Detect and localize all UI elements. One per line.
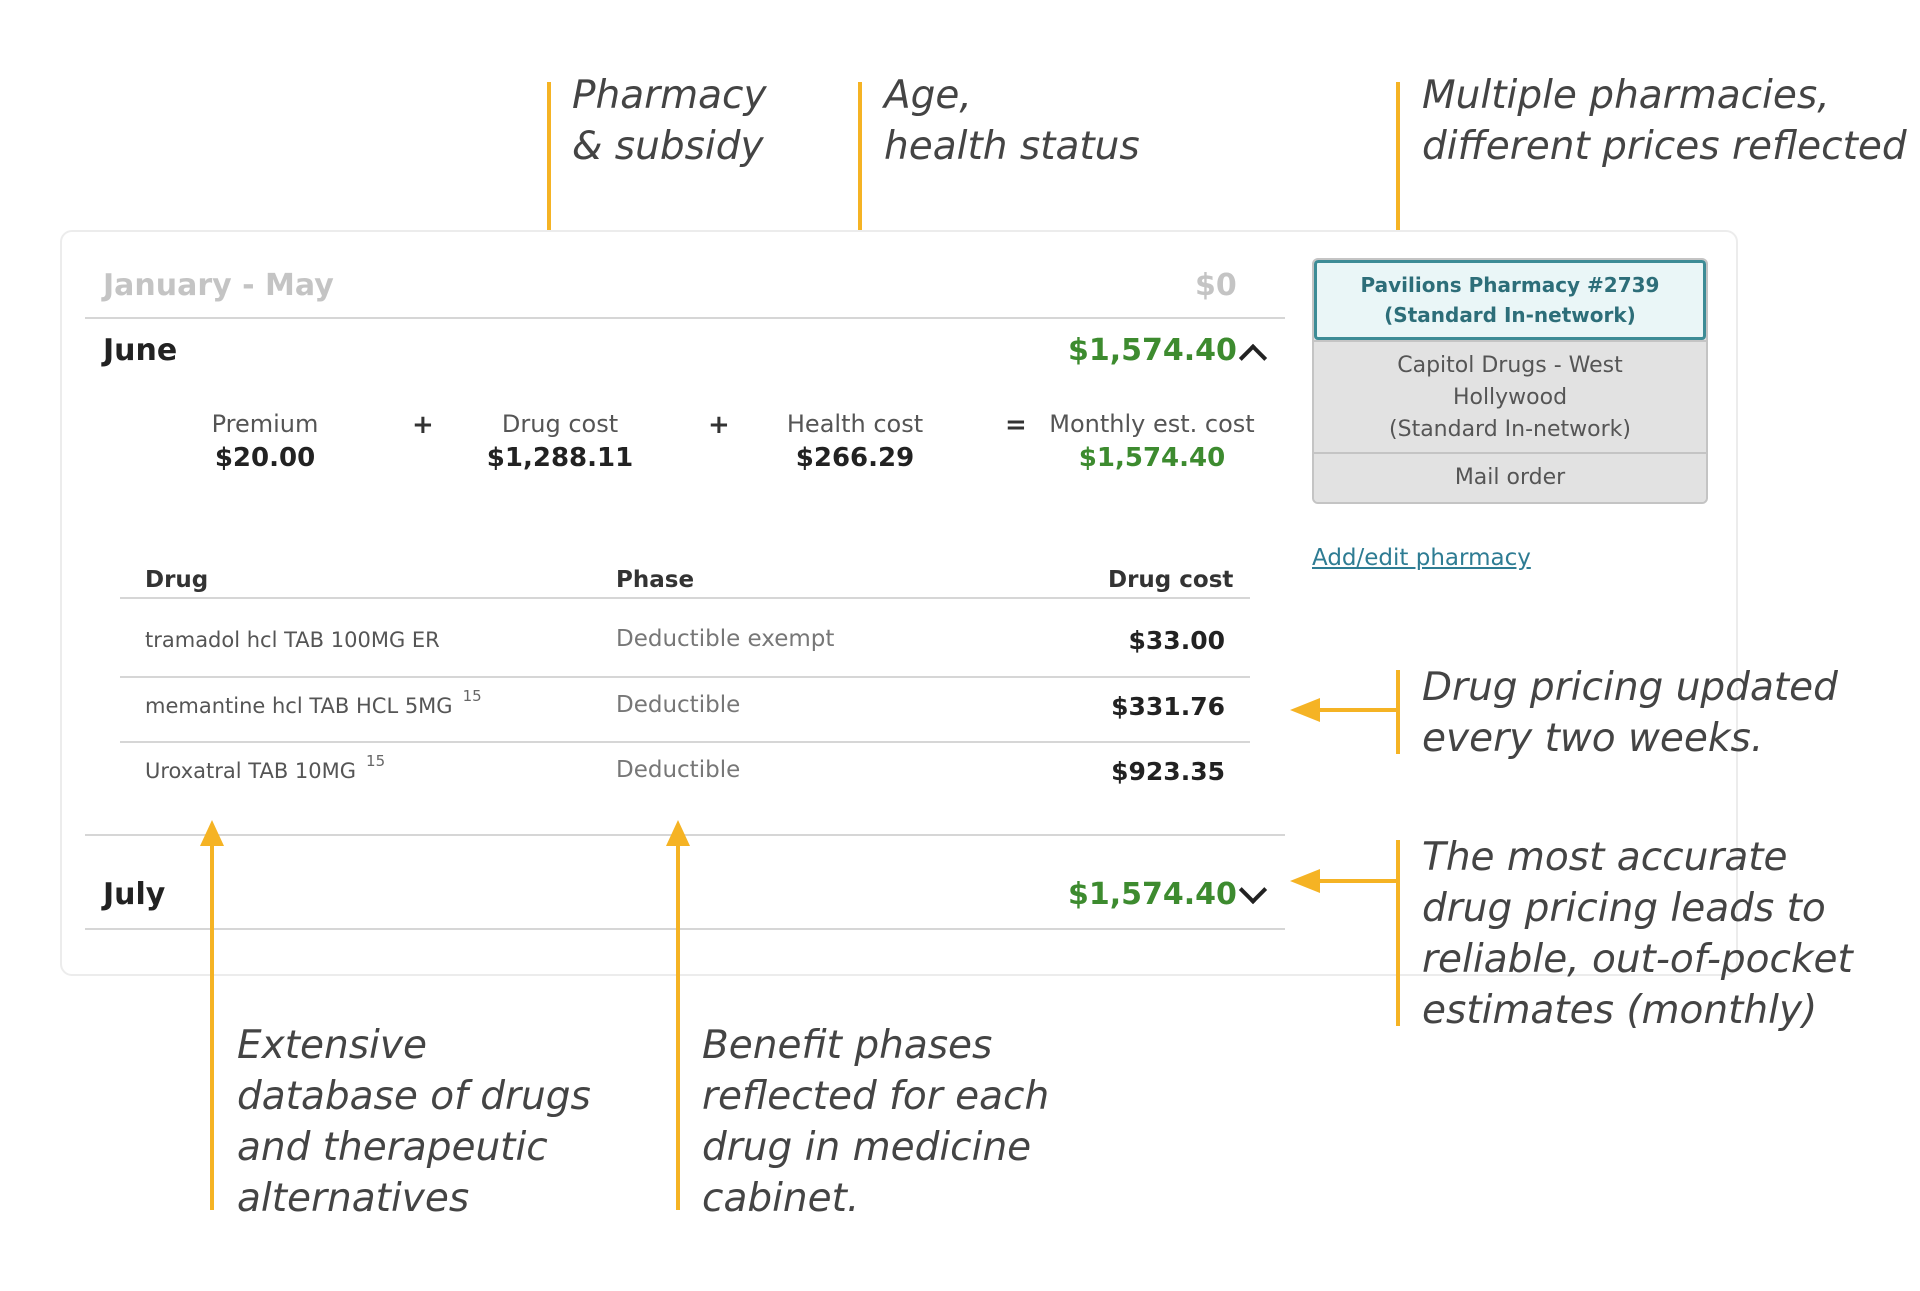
pharmacy-option[interactable]: Capitol Drugs - West Hollywood (Standard… — [1314, 340, 1706, 452]
pharmacy-pointer-line — [547, 82, 551, 360]
health-cost-label: Health cost — [786, 410, 924, 438]
annotation-drug-pricing: Drug pricing updated every two weeks. — [1422, 665, 1838, 761]
monthly-cost-label: Monthly est. cost — [1049, 410, 1255, 438]
pricing-arrow-line — [1312, 708, 1398, 712]
premium-label: Premium — [211, 410, 319, 438]
drug-cost-label: Drug cost — [501, 410, 619, 438]
arrow-up-icon — [200, 820, 224, 846]
add-edit-pharmacy-link[interactable]: Add/edit pharmacy — [1312, 545, 1531, 571]
month-june-amount: $1,574.40 — [1068, 333, 1237, 368]
annotation-multiple-pharmacies: Multiple pharmacies, different prices re… — [1422, 73, 1907, 169]
arrow-left-icon — [1290, 869, 1320, 893]
divider — [120, 597, 1250, 599]
divider — [120, 741, 1250, 743]
drug-footnote: 15 — [462, 687, 482, 705]
arrow-up-icon — [666, 820, 690, 846]
drug-name: Uroxatral TAB 10MG 15 — [145, 752, 386, 783]
database-pointer-line — [210, 842, 214, 1210]
phases-pointer-line — [676, 842, 680, 1210]
drug-cost: $33.00 — [1128, 626, 1225, 655]
accurate-bracket-line — [1396, 840, 1400, 1026]
drug-phase: Deductible — [616, 692, 741, 718]
month-june-label[interactable]: June — [103, 333, 178, 368]
arrow-left-icon — [1290, 698, 1320, 722]
drug-cost-value: $1,288.11 — [486, 443, 634, 473]
accurate-arrow-line — [1312, 879, 1398, 883]
annotation-database: Extensive database of drugs and therapeu… — [237, 1023, 591, 1221]
table-header-cost: Drug cost — [1108, 567, 1234, 593]
divider — [85, 317, 1285, 319]
month-jan-may-label: January - May — [103, 268, 334, 303]
plus-sign: + — [708, 410, 730, 440]
annotation-benefit-phases: Benefit phases reflected for each drug i… — [702, 1023, 1050, 1221]
pharmacy-option-selected[interactable]: Pavilions Pharmacy #2739 (Standard In-ne… — [1314, 260, 1706, 340]
divider — [120, 676, 1250, 678]
drug-name: tramadol hcl TAB 100MG ER — [145, 628, 440, 652]
pharmacy-selector: Pavilions Pharmacy #2739 (Standard In-ne… — [1312, 258, 1708, 504]
drug-footnote: 15 — [366, 752, 386, 770]
health-cost-value: $266.29 — [795, 443, 915, 473]
monthly-cost-value: $1,574.40 — [1078, 443, 1226, 473]
table-header-phase: Phase — [616, 567, 695, 593]
premium-value: $20.00 — [214, 443, 316, 473]
plus-sign: + — [412, 410, 434, 440]
divider — [85, 928, 1285, 930]
age-pointer-line — [858, 82, 862, 360]
annotation-accurate-pricing: The most accurate drug pricing leads to … — [1422, 835, 1853, 1033]
pricing-bracket-line — [1396, 670, 1400, 754]
drug-cost: $923.35 — [1111, 757, 1225, 786]
drug-name: memantine hcl TAB HCL 5MG 15 — [145, 687, 482, 718]
drug-phase: Deductible exempt — [616, 626, 835, 652]
month-july-amount: $1,574.40 — [1068, 877, 1237, 912]
month-jan-may-amount: $0 — [1195, 268, 1237, 303]
drug-cost: $331.76 — [1111, 692, 1225, 721]
pharmacy-option-mail-order[interactable]: Mail order — [1314, 452, 1706, 502]
annotation-pharmacy-subsidy: Pharmacy & subsidy — [572, 73, 767, 169]
pharmacies-pointer-line — [1396, 82, 1400, 252]
drug-phase: Deductible — [616, 757, 741, 783]
table-header-drug: Drug — [145, 567, 209, 593]
annotation-age-health: Age, health status — [884, 73, 1140, 169]
equals-sign: = — [1005, 410, 1027, 440]
month-july-label[interactable]: July — [103, 877, 166, 912]
